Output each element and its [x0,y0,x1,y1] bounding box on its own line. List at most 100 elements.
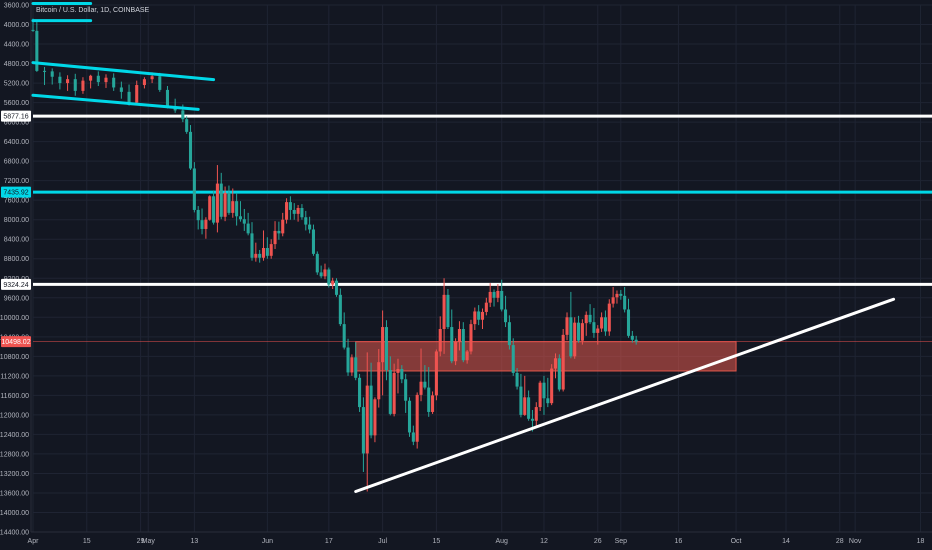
candle-body [611,297,615,304]
y-tick-label: 4000.00 [4,22,29,29]
candle-body [104,77,108,83]
candle-body [192,168,196,210]
candle-body [596,328,600,333]
candle-body [377,362,381,400]
candle-body [615,293,619,298]
level-price-badge: 5877.16 [3,114,28,121]
candle [215,165,219,233]
candle [442,278,446,354]
candle-body [511,345,515,373]
y-tick-label: 6800.00 [4,159,29,166]
y-tick-label: 13600.00 [0,490,29,497]
candle [361,397,365,472]
candle-body [415,394,419,442]
candle-body [31,29,35,31]
candle [538,380,542,411]
candle-body [630,335,634,340]
x-tick-label: 14 [782,538,790,545]
y-tick-label: 5600.00 [4,100,29,107]
candle [369,362,373,439]
candle [515,368,519,390]
candle-body [603,317,607,332]
x-tick-label: 18 [917,538,925,545]
candle-body [188,131,193,169]
candle [603,310,607,336]
candle [238,201,242,222]
candle [81,77,85,94]
candle-body [392,372,396,414]
candle [223,186,227,222]
trendline [31,61,216,82]
candle-body [323,269,327,277]
support-zone-layer [355,341,737,372]
candle [66,75,70,91]
candle-body [238,216,242,220]
candle-body [442,294,446,330]
candle [277,221,281,240]
candle-body [338,294,342,325]
candle [281,212,285,237]
level-price-badge-bg [1,110,31,122]
candle [557,354,561,392]
candle-body [311,229,315,254]
x-tick-label: 29 [137,538,145,545]
candle-body [450,327,454,362]
candle-body [634,339,638,342]
candle [288,196,292,220]
candle [519,373,523,418]
candle-body [381,327,385,363]
candle [135,80,139,104]
candle-body [58,76,62,84]
candle-body [546,398,550,404]
candle [411,425,415,446]
candle [392,363,396,417]
candle-body [112,77,116,88]
candle [346,338,350,376]
candle [227,185,231,215]
candle [192,162,196,213]
candle-body [158,76,162,90]
y-tick-label: 9600.00 [4,295,29,302]
candle-body [473,311,477,325]
y-tick-label: 10000.00 [0,315,29,322]
candle-body [73,79,77,91]
candle-body [215,183,219,223]
candle [265,237,269,259]
candle [596,325,600,345]
candle-body [288,202,292,210]
candle-body [119,87,123,92]
candle [588,304,592,325]
x-tick-label: Sep [615,538,628,545]
candle-body [50,71,54,77]
candle [511,338,515,376]
candle-body [235,201,239,217]
candle-body [204,219,208,229]
candle [188,125,193,170]
candle [423,365,427,390]
candle [434,349,438,401]
candle-body [534,407,538,421]
x-tick-label: 12 [540,538,548,545]
candle-body [89,75,93,81]
candle [496,284,500,303]
candle-body [365,385,369,454]
y-tick-label: 6000.00 [4,120,29,127]
candle [285,198,289,224]
candle [319,265,323,279]
candle-body [569,317,573,357]
candle [504,295,508,328]
candle-body [281,219,285,234]
level-price-badge-bg [1,278,31,290]
candle-body [308,224,312,230]
candle [308,216,312,234]
x-tick-label: Oct [731,538,742,545]
candle [580,319,584,345]
candle-body [315,253,319,273]
candle [338,288,342,327]
candle-body [557,358,561,390]
support-zone [355,341,737,372]
x-tick-label: Jun [262,538,273,545]
